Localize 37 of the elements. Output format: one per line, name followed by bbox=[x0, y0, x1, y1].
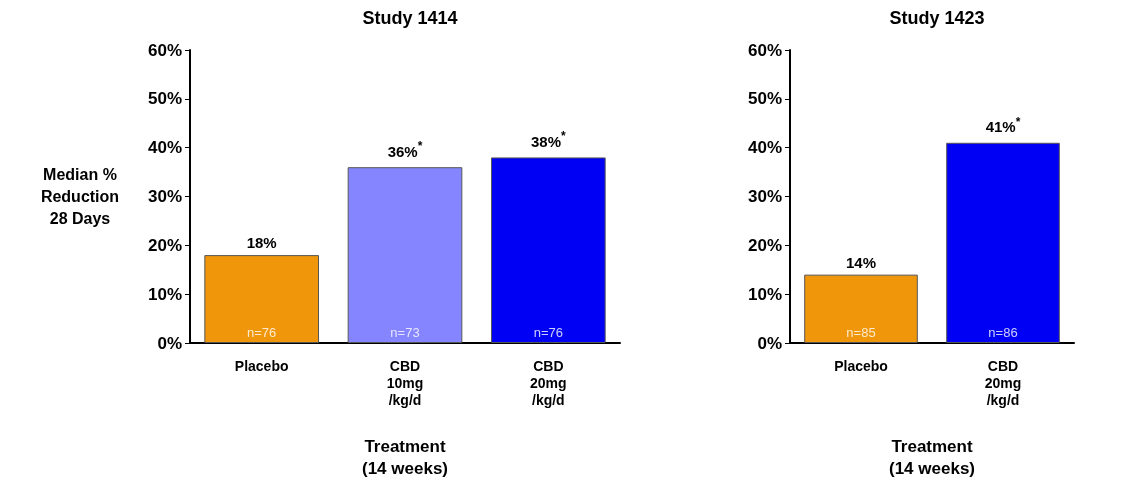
y-tick-label: 0% bbox=[157, 333, 182, 353]
y-tick-label: 50% bbox=[747, 89, 782, 109]
bar bbox=[491, 157, 606, 343]
x-tick-label: CBD 10mg /kg/d bbox=[386, 357, 424, 408]
y-tick-label: 30% bbox=[147, 187, 182, 206]
data-label: 18% bbox=[246, 234, 277, 252]
x-tick-label: Placebo bbox=[234, 357, 289, 374]
y-tick-label: 40% bbox=[747, 138, 782, 158]
y-tick-label: 30% bbox=[747, 187, 782, 206]
annotation: n=76 bbox=[533, 325, 563, 340]
chart-title: Study 1423 bbox=[889, 8, 985, 28]
y-tick-label: 20% bbox=[147, 235, 182, 255]
y-tick-label: 10% bbox=[147, 284, 182, 304]
y-tick-label: 50% bbox=[147, 89, 182, 109]
y-tick-label: 40% bbox=[147, 138, 182, 158]
x-tick-label: CBD 20mg /kg/d bbox=[530, 357, 567, 408]
bar bbox=[347, 167, 463, 343]
bar bbox=[204, 255, 319, 343]
data-label: 38%* bbox=[530, 129, 567, 150]
data-label: 14% bbox=[845, 253, 877, 271]
chart-title: Study 1414 bbox=[362, 8, 458, 28]
y-tick-label: 60% bbox=[747, 40, 782, 60]
annotation: n=86 bbox=[988, 325, 1018, 340]
data-label: 41%* bbox=[985, 114, 1021, 136]
annotation: n=85 bbox=[846, 325, 876, 340]
y-tick-label: 20% bbox=[747, 235, 782, 255]
annotation: n=76 bbox=[247, 325, 277, 340]
data-label: 36%* bbox=[387, 139, 423, 160]
x-tick-label: CBD 20mg /kg/d bbox=[984, 357, 1022, 408]
y-tick-label: 0% bbox=[757, 333, 782, 353]
x-axis-title: Treatment (14 weeks) bbox=[362, 436, 448, 478]
annotation: n=73 bbox=[390, 325, 420, 340]
x-tick-label: Placebo bbox=[834, 357, 888, 374]
y-tick-label: 10% bbox=[747, 284, 782, 304]
y-tick-label: 60% bbox=[147, 40, 182, 60]
x-axis-title: Treatment (14 weeks) bbox=[889, 436, 975, 478]
y-axis-title: Median % Reduction 28 Days bbox=[40, 166, 120, 227]
